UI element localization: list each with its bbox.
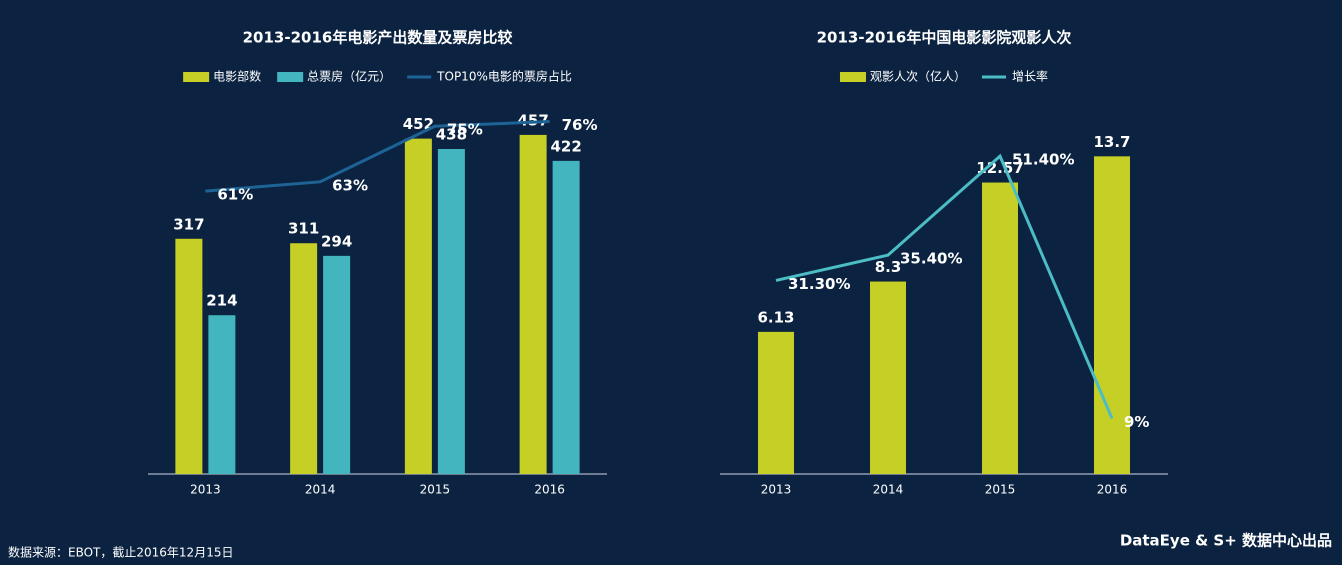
legend-swatch	[839, 72, 866, 82]
x-tick-label: 2016	[534, 483, 565, 497]
x-tick-label: 2014	[305, 483, 336, 497]
x-tick-label: 2014	[873, 483, 904, 497]
bar	[552, 160, 580, 474]
bar-value-label: 214	[206, 292, 237, 310]
bar	[208, 315, 236, 474]
bar-value-label: 457	[517, 111, 548, 129]
line-value-label: 9%	[1124, 413, 1149, 431]
bar-value-label: 6.13	[757, 308, 794, 326]
x-tick-label: 2016	[1097, 483, 1128, 497]
x-tick-label: 2015	[985, 483, 1016, 497]
bar	[404, 138, 432, 474]
credit: DataEye & S+ 数据中心出品	[1120, 532, 1332, 550]
legend-label: TOP10%电影的票房占比	[436, 69, 572, 84]
source-note: 数据来源：EBOT，截止2016年12月15日	[8, 545, 233, 560]
bar	[437, 149, 465, 474]
legend-label: 电影部数	[213, 69, 261, 84]
bar	[758, 331, 794, 474]
bar	[290, 243, 318, 474]
x-tick-label: 2013	[190, 483, 221, 497]
legend-label: 增长率	[1012, 69, 1048, 84]
chart-title: 2013-2016年中国电影影院观影人次	[817, 29, 1072, 47]
legend-label: 观影人次（亿人）	[870, 69, 966, 84]
bar	[323, 255, 351, 474]
bar-value-label: 422	[550, 137, 581, 155]
bar	[1094, 156, 1130, 475]
line	[775, 153, 1114, 419]
line	[205, 120, 550, 193]
legend-swatch	[277, 72, 304, 82]
x-tick-label: 2013	[761, 483, 792, 497]
bar-value-label: 452	[403, 115, 434, 133]
line-value-label: 75%	[447, 121, 483, 139]
line-value-label: 35.40%	[900, 250, 962, 268]
line-value-label: 63%	[332, 176, 368, 194]
bar-value-label: 8.3	[875, 258, 902, 276]
bar	[175, 238, 203, 474]
line-value-label: 76%	[562, 116, 598, 134]
legend-label: 总票房（亿元）	[307, 69, 391, 84]
bar-value-label: 317	[173, 215, 204, 233]
bar-value-label: 12.57	[976, 159, 1023, 177]
line-value-label: 61%	[217, 186, 253, 204]
bar-value-label: 13.7	[1093, 133, 1130, 151]
bar-value-label: 294	[321, 232, 352, 250]
x-tick-label: 2015	[420, 483, 451, 497]
bar-value-label: 438	[436, 126, 467, 144]
legend-swatch	[183, 72, 210, 82]
bar-value-label: 311	[288, 220, 319, 238]
chart-title: 2013-2016年电影产出数量及票房比较	[243, 29, 513, 47]
bar	[870, 281, 906, 474]
bar	[982, 182, 1018, 474]
bar	[519, 134, 547, 474]
line-value-label: 31.30%	[788, 275, 850, 293]
line-value-label: 51.40%	[1012, 151, 1074, 169]
